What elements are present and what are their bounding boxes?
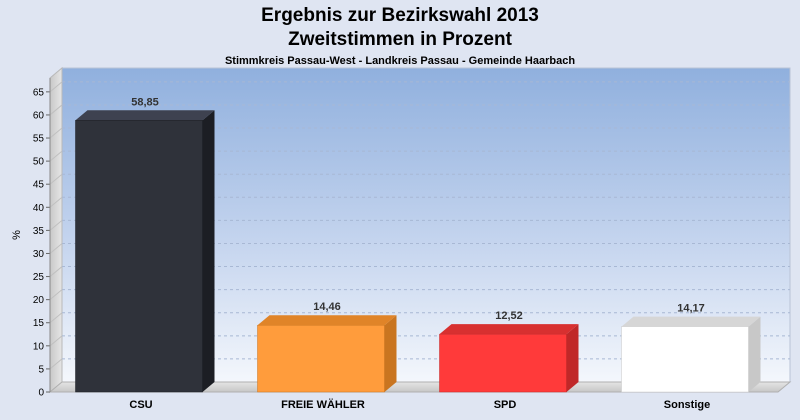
gridline-wall — [49, 289, 63, 301]
data-label: 14,17 — [677, 303, 705, 315]
gridline-wall — [49, 150, 63, 162]
bar-side — [566, 324, 579, 392]
bar-top — [439, 324, 579, 335]
bars: 58,85 14,46 12,52 14,17 — [75, 96, 761, 393]
y-tick-label: 25 — [33, 272, 45, 283]
y-tick-label: 15 — [33, 318, 45, 329]
gridline-wall — [49, 358, 63, 370]
gridline-wall — [49, 81, 63, 93]
y-tick-label: 65 — [33, 87, 45, 98]
chart-title-line2: Zweitstimmen in Prozent — [288, 29, 512, 50]
y-tick-label: 5 — [38, 364, 44, 375]
gridline-wall — [49, 312, 63, 324]
x-tick-label: Sonstige — [664, 399, 710, 411]
y-tick-label: 0 — [38, 388, 44, 399]
y-tick-label: 20 — [33, 295, 45, 306]
data-label: 58,85 — [131, 96, 159, 108]
gridline-wall — [49, 196, 63, 208]
data-label: 14,46 — [313, 301, 341, 313]
y-tick-label: 55 — [33, 134, 45, 145]
gridline-wall — [49, 219, 63, 231]
bar-front — [439, 333, 567, 393]
data-label: 12,52 — [495, 310, 523, 322]
bar-front — [621, 326, 749, 393]
y-tick-label: 30 — [33, 249, 45, 260]
chart-title: Ergebnis zur Bezirkswahl 2013 — [261, 5, 539, 26]
bar-side — [748, 316, 761, 392]
gridline-wall — [49, 104, 63, 116]
bar-front — [257, 324, 385, 393]
bar-top — [621, 316, 761, 327]
gridline-wall — [49, 173, 63, 185]
bar-top — [257, 315, 397, 326]
x-axis: CSU FREIE WÄHLER SPD Sonstige — [129, 398, 710, 411]
left-wall — [49, 66, 63, 394]
bar-side — [202, 110, 215, 393]
gridline-wall — [49, 243, 63, 254]
y-axis: 0 5 10 15 20 25 30 35 40 45 50 55 60 65 — [33, 78, 51, 399]
gridline-wall — [49, 127, 63, 139]
y-tick-label: 60 — [33, 110, 45, 121]
chart-subtitle: Stimmkreis Passau-West - Landkreis Passa… — [224, 55, 576, 67]
x-tick-label: CSU — [129, 399, 152, 411]
y-axis-label: % — [11, 230, 23, 240]
x-tick-label: SPD — [494, 399, 517, 411]
x-tick-label: FREIE WÄHLER — [281, 398, 365, 411]
bar-sonstige: 14,17 — [621, 303, 761, 393]
gridline-wall — [49, 266, 63, 277]
bar-freie-w-hler: 14,46 — [257, 301, 397, 393]
y-tick-label: 35 — [33, 226, 45, 237]
gridline-wall — [49, 335, 63, 347]
y-tick-label: 40 — [33, 203, 45, 214]
bar-spd: 12,52 — [439, 310, 579, 393]
bar-top — [75, 110, 215, 121]
y-tick-label: 10 — [33, 341, 45, 352]
bar-csu: 58,85 — [75, 96, 215, 393]
bar-front — [75, 120, 203, 393]
y-tick-label: 45 — [33, 180, 45, 191]
y-tick-label: 50 — [33, 157, 45, 168]
bar-side — [384, 315, 397, 392]
